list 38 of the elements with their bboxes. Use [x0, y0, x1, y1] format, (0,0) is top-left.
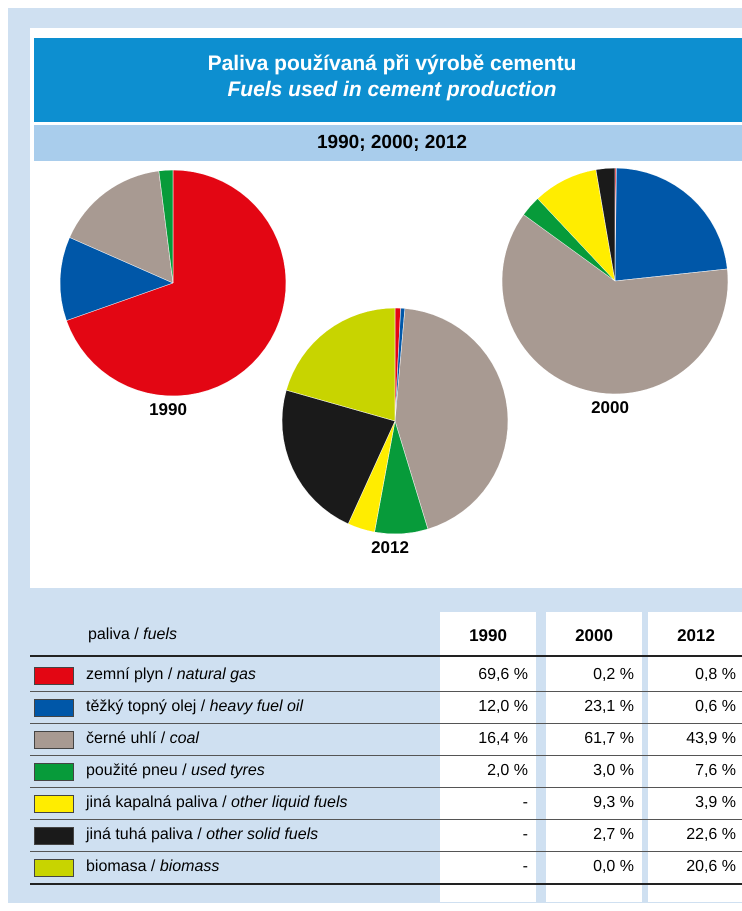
text: -: [522, 794, 528, 811]
data-label: 2,7 %: [592, 826, 634, 844]
text: 2012: [677, 626, 715, 645]
data-label: 3,0 %: [592, 762, 634, 780]
text: 2000: [575, 626, 613, 645]
text: -: [522, 826, 528, 843]
legend-title: paliva / fuels: [88, 626, 177, 644]
data-label: 22,6 %: [685, 826, 736, 844]
data-label: 20,6 %: [685, 858, 736, 876]
data-label: 61,7 %: [583, 730, 634, 748]
text: 1990: [469, 626, 507, 645]
data-label: 16,4 %: [477, 730, 528, 748]
slice-label: 2012: [370, 538, 410, 558]
text: 1990; 2000; 2012: [34, 125, 742, 161]
chart-title: Paliva používaná při výrobě cementu: [206, 52, 578, 76]
legend-label: zemní plyn / natural gas: [86, 666, 256, 684]
data-label: 2,0 %: [486, 762, 528, 780]
data-label: 0,8 %: [694, 666, 736, 684]
data-label: 7,6 %: [694, 762, 736, 780]
data-label: 0,6 %: [694, 698, 736, 716]
legend-label: použité pneu / used tyres: [86, 762, 265, 780]
data-label: 23,1 %: [583, 698, 634, 716]
chart-subtitle: Fuels used in cement production: [226, 78, 558, 102]
data-label: 12,0 %: [477, 698, 528, 716]
text: -: [522, 858, 528, 875]
slice-label: 1990: [148, 400, 188, 420]
legend-label: jiná tuhá paliva / other solid fuels: [86, 826, 318, 844]
legend-label: biomasa / biomass: [86, 858, 220, 876]
data-label: 0,2 %: [592, 666, 634, 684]
data-label: 43,9 %: [685, 730, 736, 748]
legend-label: jiná kapalná paliva / other liquid fuels: [86, 794, 348, 812]
legend-label: černé uhlí / coal: [86, 730, 199, 748]
data-label: 9,3 %: [592, 794, 634, 812]
data-label: 69,6 %: [477, 666, 528, 684]
slice-label: 2000: [590, 398, 630, 418]
legend-label: těžký topný olej / heavy fuel oil: [86, 698, 304, 716]
text: 0,0 %: [593, 858, 634, 875]
data-label: 3,9 %: [694, 794, 736, 812]
